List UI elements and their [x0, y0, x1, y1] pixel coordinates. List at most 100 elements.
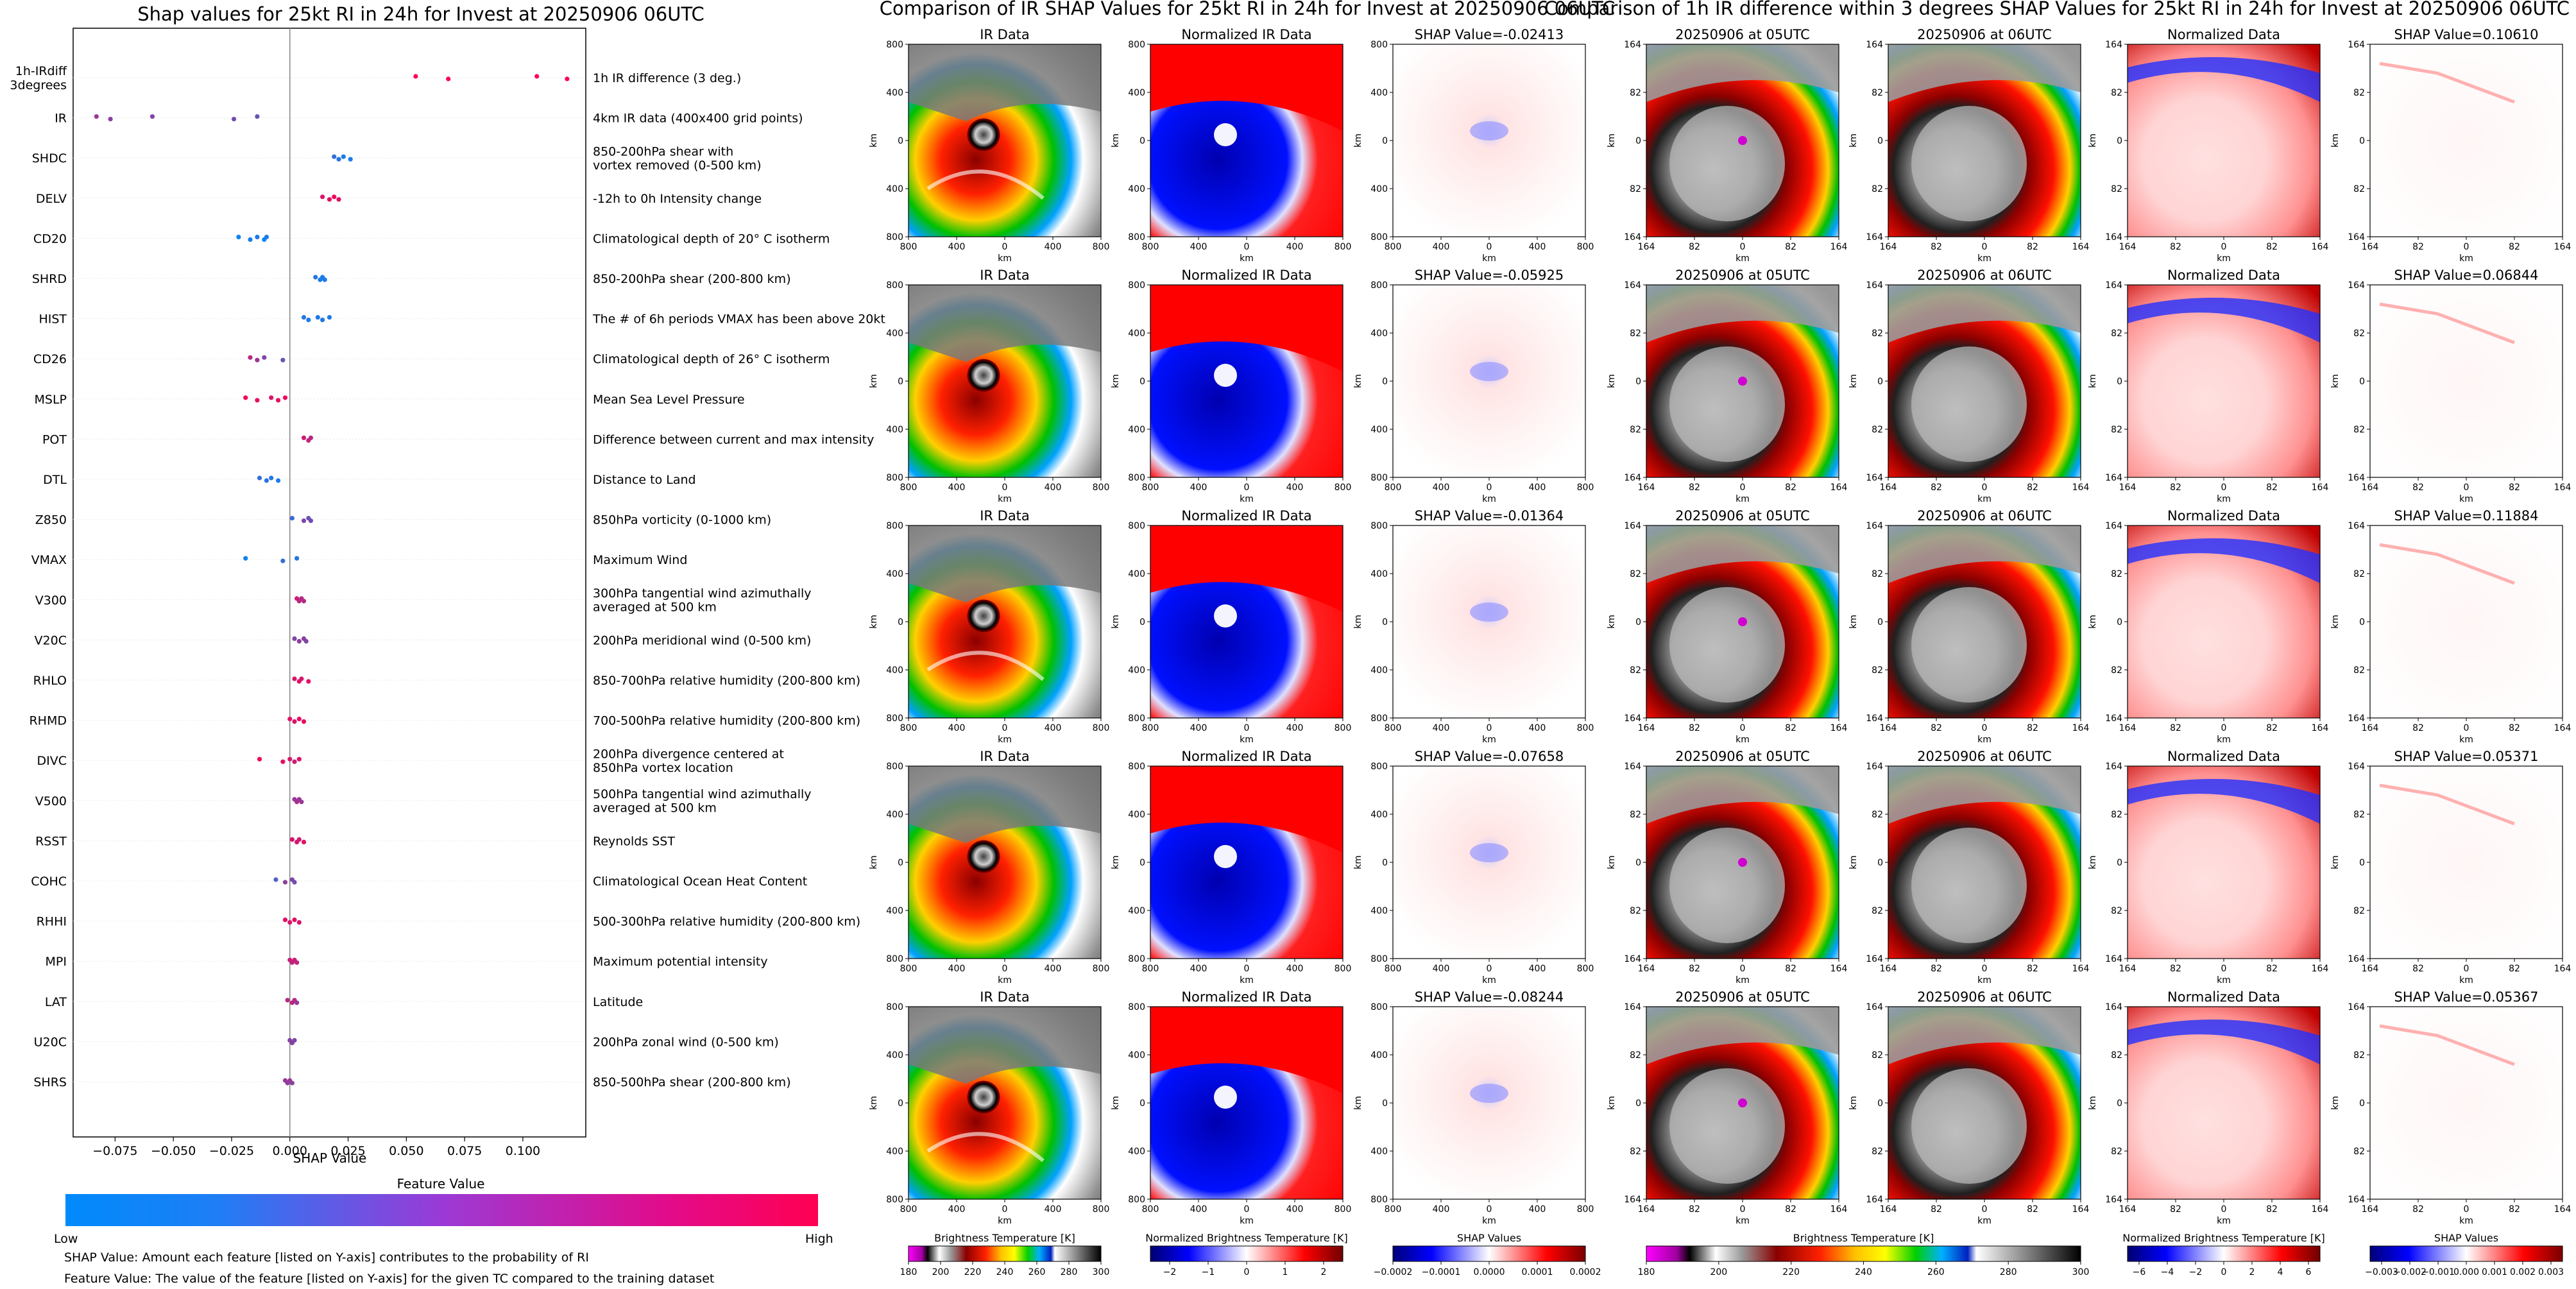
y-tick-label: 164: [2105, 1195, 2122, 1205]
ir-diff-eye-region: [1669, 106, 1785, 221]
y-axis-label: km: [2330, 133, 2341, 148]
y-tick-label: 164: [1866, 1002, 1883, 1012]
x-tick-label: 400: [1045, 482, 1062, 493]
y-tick-label: 82: [2353, 665, 2365, 676]
y-tick-label: 800: [886, 232, 903, 243]
panel-title: Normalized Data: [2167, 989, 2280, 1005]
ir-storm-center: [967, 1080, 1000, 1114]
y-tick-label: 800: [886, 762, 903, 772]
feature-description: 850-200hPa shear with vortex removed (0-5…: [593, 144, 762, 173]
y-tick-label: 82: [2353, 425, 2365, 435]
panel-title: SHAP Value=0.11884: [2394, 508, 2539, 524]
feature-name: HIST: [38, 312, 67, 327]
shap-point: [289, 1080, 294, 1086]
y-tick-label: 800: [886, 280, 903, 291]
x-tick-label: 0: [2464, 242, 2469, 252]
x-tick-label: 82: [2412, 242, 2424, 252]
x-tick-label: 0: [2464, 482, 2469, 493]
ir-spiral-band: [926, 169, 1045, 200]
feature-description: 700-500hPa relative humidity (200-800 km…: [593, 714, 860, 728]
x-tick-label: 0: [1244, 1204, 1250, 1215]
feature-name: RHMD: [29, 714, 67, 728]
diff-shap-map-image: [2370, 766, 2563, 959]
y-tick-label: 400: [886, 184, 903, 194]
shap-point: [257, 756, 262, 762]
y-axis-label: km: [869, 133, 879, 148]
x-tick-label: 800: [900, 723, 917, 733]
y-tick-label: 0: [2117, 858, 2122, 868]
colorbar-tick-label: 300: [1093, 1267, 1110, 1277]
x-tick-label: 164: [1880, 964, 1897, 974]
y-tick-label: 400: [886, 665, 903, 676]
feature-name: MSLP: [35, 393, 67, 407]
y-tick-label: 82: [1872, 1147, 1883, 1157]
colorbar-tick-label: 2: [2249, 1267, 2255, 1277]
x-tick-label: 400: [1190, 242, 1207, 252]
y-tick-label: 800: [1128, 232, 1145, 243]
shap-point: [280, 357, 286, 363]
feature-description: 850-200hPa shear (200-800 km): [593, 272, 791, 286]
x-tick-label: 400: [1529, 242, 1546, 252]
x-tick-label: −0.075: [92, 1144, 137, 1158]
colorbar-tick-label: −0.0002: [1374, 1267, 1413, 1277]
shap-point: [280, 558, 286, 563]
ir-diff-clear-region: [1888, 285, 2081, 343]
colorbar-tick-label: 0.0001: [1522, 1267, 1553, 1277]
colorbar-tick-label: −2: [2189, 1267, 2203, 1277]
panel-title: SHAP Value=-0.07658: [1415, 749, 1564, 764]
panel-title: Normalized Data: [2167, 268, 2280, 283]
y-axis-label: km: [1111, 855, 1121, 869]
y-tick-label: 82: [1872, 329, 1883, 339]
x-tick-label: 164: [2119, 482, 2137, 493]
x-tick-label: 0: [2221, 723, 2227, 733]
y-tick-label: 82: [2111, 88, 2122, 98]
y-tick-label: 82: [1630, 425, 1641, 435]
feature-name: DIVC: [37, 754, 67, 768]
normalized-storm-center: [1214, 845, 1237, 868]
normalized-diff-cold-band: [2128, 1020, 2320, 1064]
y-tick-label: 800: [1128, 280, 1145, 291]
colorbar-tick-label: 240: [1855, 1267, 1872, 1277]
x-axis-label: km: [1977, 494, 1992, 504]
y-tick-label: 164: [1866, 1195, 1883, 1205]
x-tick-label: 82: [1689, 1204, 1700, 1215]
shap-summary-title: Shap values for 25kt RI in 24h for Inves…: [137, 3, 704, 25]
x-tick-label: 0: [1487, 723, 1492, 733]
panel-title: IR Data: [980, 268, 1030, 283]
x-tick-label: −0.050: [151, 1144, 196, 1158]
normalized-storm-center: [1214, 364, 1237, 387]
y-tick-label: 400: [886, 569, 903, 579]
y-axis-label: km: [1353, 615, 1363, 629]
y-tick-label: 82: [1630, 810, 1641, 820]
colorbar-tick-label: 0.0002: [1570, 1267, 1601, 1277]
storm-center-marker: [1738, 136, 1747, 145]
colorbar-tick-label: 0.001: [2482, 1267, 2507, 1277]
x-tick-label: 400: [1045, 242, 1062, 252]
y-tick-label: 164: [2105, 521, 2122, 531]
shap-point: [264, 234, 269, 239]
x-axis-label: km: [1482, 1216, 1496, 1226]
y-tick-label: 164: [2105, 954, 2122, 964]
colorbar: [2369, 1245, 2563, 1262]
x-tick-label: 0: [1982, 1204, 1988, 1215]
shap-point: [322, 277, 327, 282]
ir-diff-clear-region: [1646, 525, 1839, 583]
panel-title: 20250906 at 05UTC: [1675, 989, 1810, 1005]
note-feature-value: Feature Value: The value of the feature …: [64, 1272, 714, 1286]
y-tick-label: 0: [2117, 617, 2122, 627]
x-tick-label: 400: [1433, 964, 1450, 974]
y-tick-label: 0: [898, 377, 903, 387]
x-tick-label: 164: [2072, 482, 2090, 493]
feature-name: V500: [35, 794, 67, 808]
x-tick-label: −0.025: [209, 1144, 254, 1158]
feature-name: MPI: [46, 955, 67, 969]
y-axis-label: km: [2088, 133, 2098, 148]
ir-diff-clear-region: [1888, 44, 2081, 102]
x-tick-label: 800: [1577, 242, 1594, 252]
y-tick-label: 800: [1370, 762, 1388, 772]
y-tick-label: 82: [2353, 1147, 2365, 1157]
y-axis-label: km: [1848, 855, 1859, 869]
y-tick-label: 800: [1370, 280, 1388, 291]
shap-point: [294, 1000, 300, 1005]
feature-description: Climatological Ocean Heat Content: [593, 875, 807, 889]
